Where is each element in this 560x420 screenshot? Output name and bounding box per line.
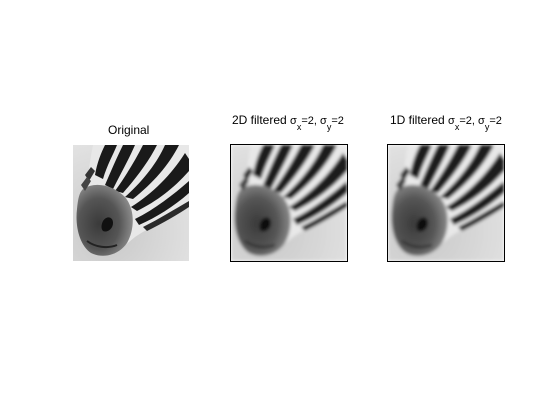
zebra-image-original: [73, 145, 189, 261]
zebra-image-2d-filtered: [230, 144, 348, 262]
title-text: 2D filtered: [232, 113, 287, 127]
panel-title-2d-filtered: 2D filtered σx=2, σy=2: [232, 113, 344, 132]
panel-title-original: Original: [108, 123, 150, 137]
panel-title-1d-filtered: 1D filtered σx=2, σy=2: [390, 113, 502, 132]
zebra-image-1d-filtered: [387, 144, 505, 262]
sigma-label: σx=2, σy=2: [448, 115, 502, 132]
sigma-label: σx=2, σy=2: [290, 115, 344, 132]
title-text: 1D filtered: [390, 113, 445, 127]
